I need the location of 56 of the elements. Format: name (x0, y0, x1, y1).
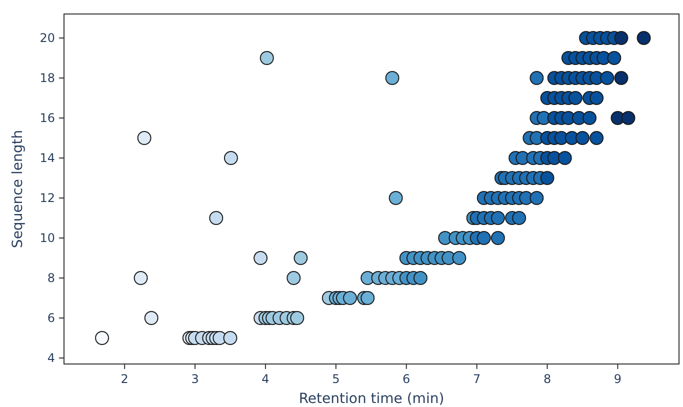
point (224, 151, 238, 165)
point (607, 51, 622, 65)
point (343, 291, 357, 305)
point (144, 311, 158, 325)
point (254, 251, 268, 265)
point (137, 131, 152, 145)
point (568, 91, 582, 105)
y-tick-label: 20 (40, 31, 55, 46)
point (530, 191, 544, 205)
y-tick-label: 16 (40, 111, 55, 126)
point (260, 51, 274, 65)
point (413, 271, 428, 285)
point (290, 311, 304, 325)
y-tick-label: 12 (40, 191, 55, 206)
point (614, 71, 628, 85)
point (388, 191, 403, 205)
point (452, 251, 466, 265)
point (582, 111, 597, 125)
y-tick-label: 6 (47, 311, 55, 326)
point (294, 251, 308, 265)
point (614, 31, 628, 45)
y-axis-title: Sequence length (10, 130, 26, 248)
x-tick-label: 8 (543, 372, 552, 386)
point (558, 151, 572, 165)
point (476, 231, 491, 245)
point (95, 331, 110, 345)
x-tick-label: 9 (614, 372, 622, 386)
x-axis-title: Retention time (min) (298, 391, 444, 407)
x-tick-label: 4 (262, 372, 270, 386)
point (576, 131, 590, 145)
point (600, 71, 614, 85)
point (540, 171, 554, 185)
point (590, 131, 604, 145)
point (490, 211, 505, 225)
point (286, 271, 301, 285)
y-tick-label: 10 (40, 231, 55, 246)
x-tick-label: 6 (402, 372, 410, 386)
point (490, 231, 505, 245)
point (512, 211, 526, 225)
point (134, 271, 148, 285)
y-tick-label: 18 (40, 71, 55, 86)
x-tick-label: 5 (332, 372, 340, 386)
y-tick-label: 14 (40, 151, 55, 166)
point (360, 291, 375, 305)
y-tick-label: 4 (47, 351, 55, 366)
point (621, 111, 636, 125)
point (223, 331, 238, 345)
x-tick-label: 2 (120, 372, 128, 386)
x-tick-label: 7 (473, 372, 481, 386)
point (636, 31, 651, 45)
point (530, 71, 544, 85)
point (590, 91, 604, 105)
point (209, 211, 224, 225)
x-tick-label: 3 (191, 372, 199, 386)
point (385, 71, 400, 85)
y-tick-label: 8 (47, 271, 55, 286)
